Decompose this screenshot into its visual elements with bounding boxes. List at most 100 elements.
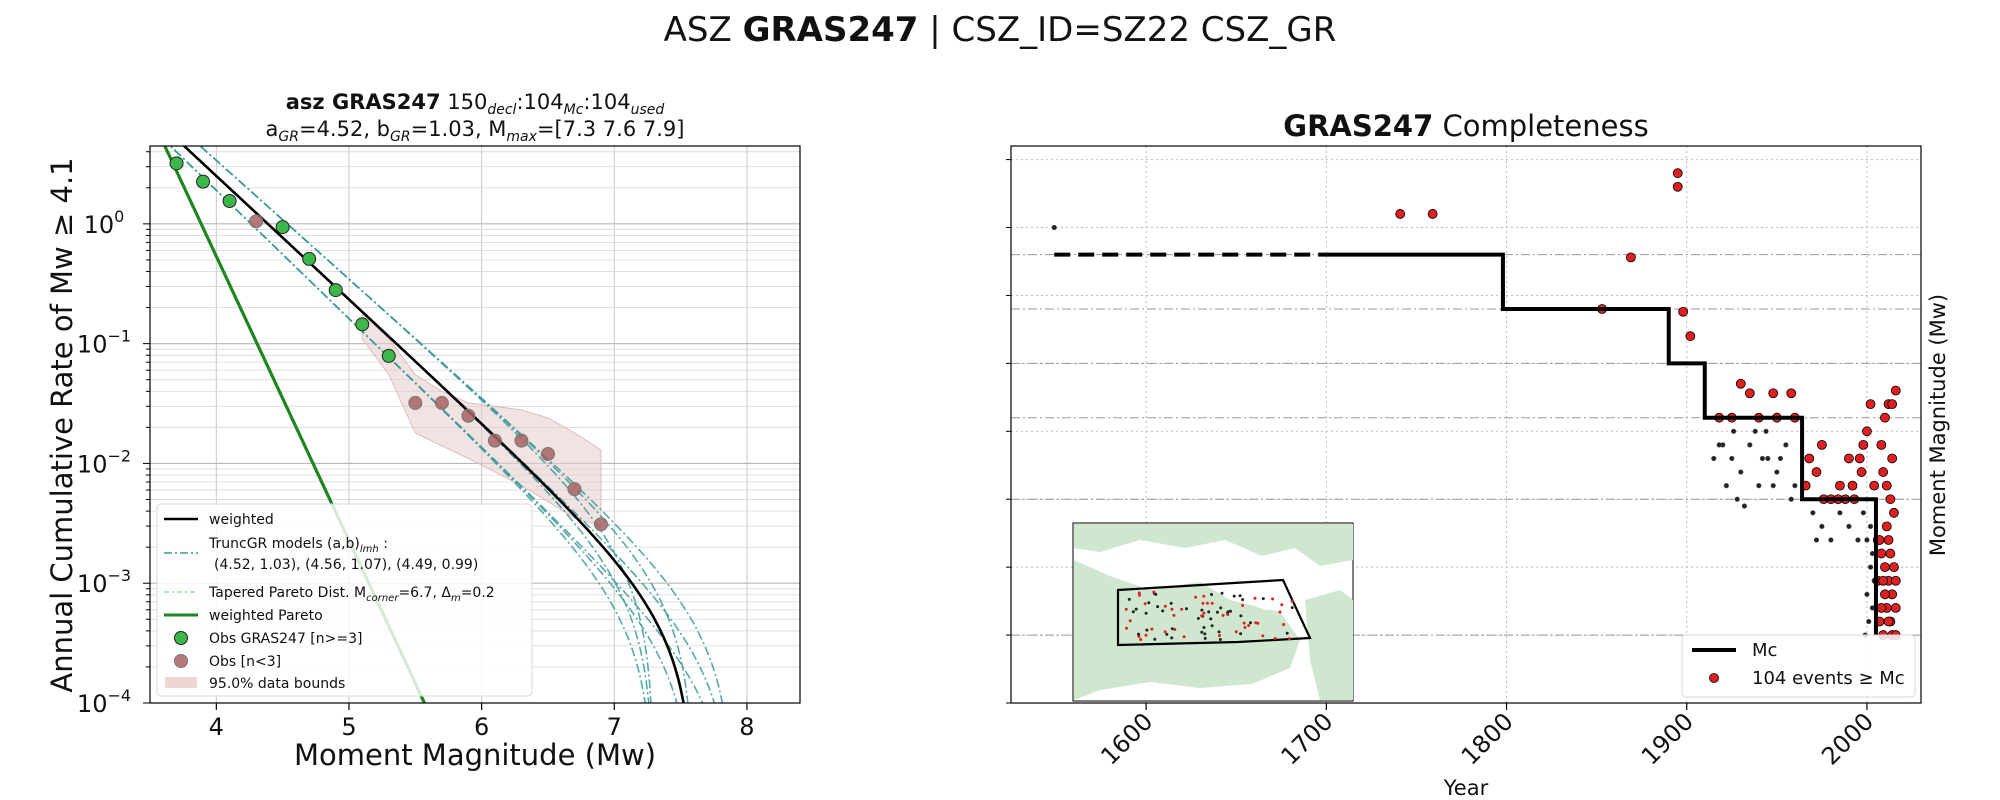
event-above-mc — [1672, 168, 1683, 179]
map-epicenter — [1145, 628, 1149, 632]
event-above-mc — [1883, 535, 1894, 545]
event-above-mc — [1887, 399, 1898, 410]
mc-step — [1054, 252, 1878, 636]
x-tick-label: 5 — [341, 713, 356, 741]
rate-chart-title-line2: aGR=4.52, bGR=1.03, Mmax=[7.3 7.6 7.9] — [266, 117, 685, 145]
map-epicenter — [1280, 603, 1284, 607]
event-above-mc — [1890, 385, 1901, 396]
x-tick-label: 8 — [739, 713, 754, 741]
event-below-mc — [1792, 483, 1798, 489]
event-above-mc — [1835, 480, 1845, 491]
event-below-mc — [1716, 442, 1722, 448]
map-epicenter — [1170, 627, 1174, 631]
map-epicenter — [1165, 632, 1169, 636]
obs-brown-point — [514, 433, 529, 448]
weighted-line — [182, 146, 685, 703]
map-epicenter — [1185, 607, 1188, 611]
y-tick-label: 10−4 — [77, 686, 131, 718]
obs-brown-point — [540, 446, 555, 461]
x-tick-label: 1700 — [1276, 707, 1339, 770]
event-above-mc — [1744, 388, 1755, 399]
map-epicenter — [1137, 632, 1140, 636]
legend-obs-brown-marker — [174, 654, 188, 668]
obs-green-point — [169, 156, 184, 171]
map-epicenter — [1163, 630, 1167, 634]
event-below-mc — [1738, 469, 1744, 475]
map-epicenter — [1261, 597, 1265, 601]
event-above-mc — [1881, 521, 1892, 532]
event-above-mc — [1625, 252, 1636, 263]
map-epicenter — [1125, 626, 1128, 630]
map-epicenter — [1170, 636, 1174, 640]
event-above-mc — [1885, 548, 1896, 559]
map-epicenter — [1234, 630, 1238, 634]
map-epicenter — [1147, 601, 1151, 605]
rate-chart-ticks: 4 5 6 7 8 100 10−1 10−2 10−3 10−4 — [77, 151, 755, 741]
map-epicenter — [1210, 593, 1213, 596]
rate-chart-title-line1: asz GRAS247 150decl:104Mc:104used — [286, 90, 665, 118]
event-above-mc — [1876, 548, 1887, 559]
event-above-mc — [1885, 494, 1896, 505]
event-below-mc — [1837, 510, 1843, 516]
event-below-mc — [1777, 455, 1784, 462]
map-epicenter — [1143, 602, 1147, 606]
map-epicenter — [1282, 623, 1286, 626]
map-epicenter — [1128, 619, 1132, 623]
obs-green-point — [328, 283, 343, 298]
legend-obs-green-marker — [174, 631, 188, 645]
map-epicenter — [1221, 613, 1225, 617]
y-tick-label: 10−3 — [77, 566, 131, 598]
map-epicenter — [1285, 631, 1289, 635]
map-epicenter — [1261, 634, 1265, 638]
map-epicenter — [1196, 616, 1200, 620]
map-epicenter — [1203, 632, 1207, 636]
event-below-mc — [1752, 428, 1758, 434]
completeness-chart: GRAS247 Completeness 1600 1700 1800 1900 200… — [1000, 109, 1950, 800]
event-above-mc — [1876, 603, 1887, 613]
mc-tick-label: 6.3 — [1000, 244, 1001, 268]
event-below-mc — [1846, 523, 1852, 529]
map-epicenter — [1290, 599, 1294, 603]
event-above-mc — [1856, 467, 1867, 477]
event-below-mc — [1864, 537, 1870, 543]
map-epicenter — [1232, 594, 1236, 598]
map-epicenter — [1170, 607, 1174, 611]
map-inset-land-north — [1074, 524, 1353, 566]
event-below-mc — [1866, 618, 1872, 625]
map-epicenter — [1253, 596, 1257, 600]
event-below-mc — [1741, 503, 1748, 509]
event-below-mc — [1788, 496, 1794, 502]
map-inset-land-east — [1305, 590, 1353, 700]
completeness-chart-title: GRAS247 Completeness — [1283, 109, 1648, 143]
mc-tick-label: 4.5 — [1000, 488, 1001, 512]
event-above-mc — [1865, 399, 1876, 410]
map-epicenter — [1210, 624, 1214, 628]
map-inset-epicenters — [1124, 590, 1294, 641]
obs-green-point — [275, 220, 290, 235]
x-tick-label: 1600 — [1095, 707, 1158, 770]
map-epicenter — [1239, 614, 1243, 618]
event-above-mc — [1880, 589, 1890, 600]
map-epicenter — [1139, 638, 1143, 641]
rate-chart-ylabel: Annual Cumulative Rate of Mw ≥ 4.1 — [45, 157, 79, 692]
map-epicenter — [1241, 598, 1245, 602]
map-epicenter — [1218, 638, 1222, 641]
event-below-mc — [1860, 510, 1866, 516]
y-tick-label: 10−1 — [77, 327, 131, 359]
map-epicenter — [1202, 611, 1206, 615]
event-below-mc — [1813, 537, 1820, 543]
map-epicenter — [1144, 611, 1148, 615]
event-below-mc — [1867, 564, 1874, 570]
map-epicenter — [1254, 621, 1258, 625]
event-above-mc — [1880, 412, 1890, 423]
map-epicenter — [1131, 610, 1135, 614]
map-epicenter — [1156, 605, 1160, 609]
map-epicenter — [1203, 636, 1207, 640]
event-above-mc — [1878, 467, 1889, 477]
x-tick-label: 1800 — [1456, 707, 1519, 770]
y-tick-label: 100 — [84, 207, 125, 239]
x-tick-label: 1900 — [1636, 707, 1699, 770]
map-epicenter — [1201, 601, 1205, 605]
event-below-mc — [1770, 483, 1776, 489]
event-below-mc — [1819, 523, 1825, 529]
